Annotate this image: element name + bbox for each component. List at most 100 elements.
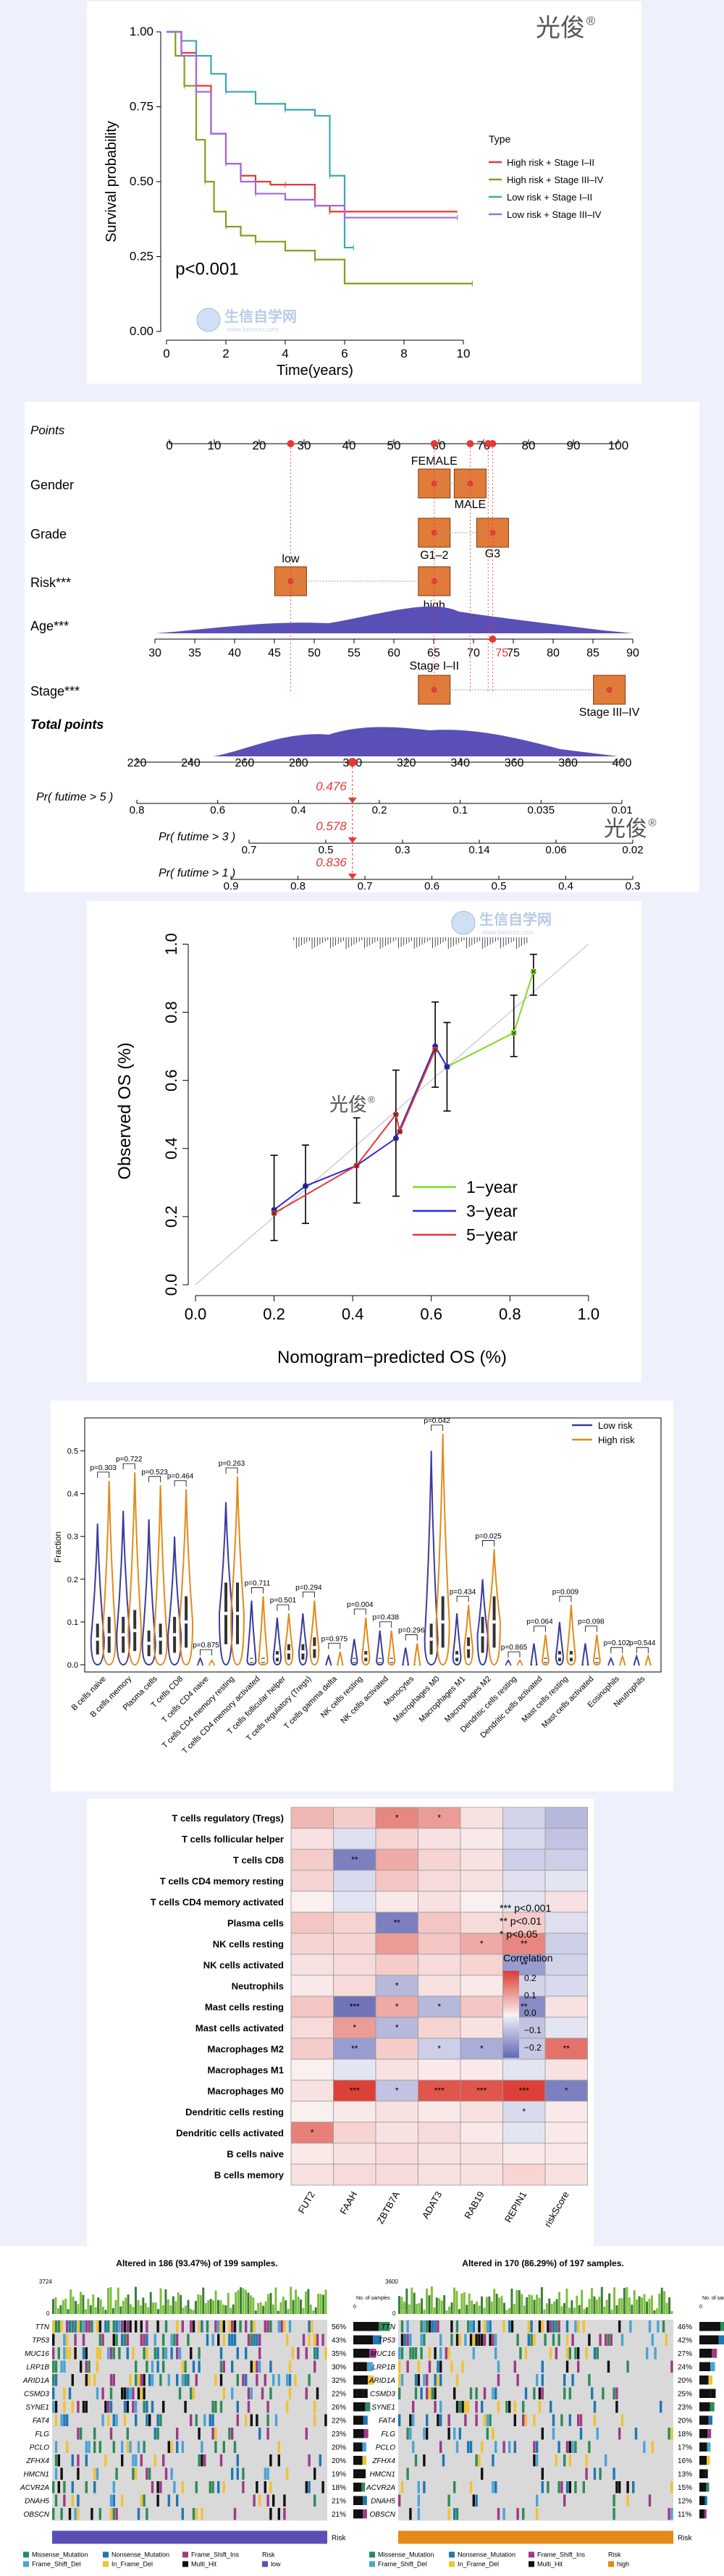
nomo-level-label: MALE <box>455 499 487 511</box>
onco-mutation-cell <box>112 2441 115 2453</box>
heatmap-cell <box>418 1870 461 1892</box>
violin-median <box>300 1650 305 1654</box>
violin-category-label: Macrophages M1 <box>418 1675 468 1725</box>
onco-mutation-cell <box>266 2401 269 2413</box>
onco-mutation-cell <box>203 2414 206 2426</box>
onco-mutation-cell <box>109 2374 113 2386</box>
onco-mutation-cell <box>613 2387 615 2399</box>
onco-mutation-cell <box>574 2481 577 2493</box>
heatmap-cell <box>544 1891 588 1913</box>
heatmap-colorbar-segment <box>503 2032 519 2035</box>
onco-tmb-bar <box>102 2307 105 2314</box>
heatmap-cell-star: * <box>395 2002 399 2012</box>
nomo-age-tick-label: 40 <box>228 647 241 659</box>
onco-gene-label: FLG <box>35 2431 50 2438</box>
onco-mutation-cell <box>107 2347 110 2360</box>
onco-mutation-cell <box>494 2441 497 2453</box>
violin-pvalue-bracket <box>482 1540 494 1547</box>
violin-pvalue: p=0.501 <box>270 1597 297 1605</box>
onco-mutation-cell <box>170 2347 173 2360</box>
onco-mutation-cell <box>143 2387 146 2399</box>
onco-mutation-cell <box>187 2374 190 2386</box>
heatmap-colorbar-segment <box>503 2017 519 2019</box>
onco-mutation-cell <box>618 2428 621 2440</box>
onco-mutation-cell <box>162 2347 165 2360</box>
onco-mutation-cell <box>574 2320 577 2333</box>
onco-mutation-cell <box>618 2320 621 2333</box>
onco-mutation-cell <box>434 2347 437 2360</box>
cal-point-marker: × <box>303 1181 308 1192</box>
onco-tmb-bar <box>543 2309 546 2314</box>
site-logo-url: www.biosxzx.com <box>481 929 534 936</box>
heatmap-cell <box>460 2121 503 2144</box>
onco-mutation-cell <box>209 2414 211 2426</box>
onco-mutation-cell <box>54 2401 58 2413</box>
onco-mutation-cell <box>400 2347 404 2360</box>
onco-mutation-cell <box>236 2454 239 2467</box>
onco-mutation-cell <box>272 2374 275 2386</box>
cal-point <box>432 1047 439 1053</box>
onco-mutation-cell <box>217 2334 220 2346</box>
onco-tmb-bar <box>264 2301 267 2314</box>
nomo-prob-tick-label: 0.3 <box>395 844 411 856</box>
cal-point-marker: × <box>444 1061 450 1073</box>
onco-mutation-cell <box>66 2347 69 2360</box>
onco-mutation-cell <box>109 2347 113 2360</box>
onco-mutation-cell <box>211 2401 214 2413</box>
heatmap-cell <box>502 1933 546 1955</box>
onco-gene-label: FAT4 <box>379 2417 395 2425</box>
heatmap-cell <box>460 1975 503 1997</box>
onco-freq-bar <box>353 2456 363 2465</box>
onco-mutation-cell <box>472 2320 475 2333</box>
violin-pvalue-bracket <box>610 1647 623 1654</box>
onco-mutation-cell <box>190 2320 193 2333</box>
onco-tmb-bar <box>568 2307 571 2314</box>
onco-gene-label: TP53 <box>378 2337 395 2345</box>
nomo-prob-tick-label: 0.01 <box>611 804 632 816</box>
onco-mutation-cell <box>489 2414 492 2426</box>
heatmap-cell <box>502 1891 546 1913</box>
onco-mutation-cell <box>536 2441 539 2453</box>
heatmap-cell <box>333 2017 376 2039</box>
onco-mutation-cell <box>437 2320 439 2333</box>
onco-tmb-bar <box>75 2301 77 2314</box>
violin-median <box>261 1658 265 1663</box>
onco-mutation-cell <box>66 2441 69 2453</box>
onco-mutation-cell <box>536 2454 539 2467</box>
onco-mutation-cell <box>118 2347 121 2360</box>
onco-axis-min: 0 <box>699 2305 702 2310</box>
heatmap-colorbar-tick: −0.2 <box>524 2043 542 2053</box>
heatmap-colorbar-segment <box>503 2043 519 2045</box>
heatmap-colorbar-segment <box>503 2006 519 2009</box>
violin-shape <box>218 1502 234 1666</box>
onco-tmb-bar <box>272 2304 274 2314</box>
heatmap-cell <box>290 1912 334 1934</box>
onco-mutation-cell <box>414 2454 418 2467</box>
onco-mutation-cell <box>277 2374 280 2386</box>
onco-tmb-bar <box>418 2302 421 2314</box>
onco-mutation-cell <box>140 2387 143 2399</box>
heatmap-cell <box>418 2017 461 2039</box>
onco-tmb-bar <box>565 2288 568 2314</box>
onco-mutation-cell <box>98 2334 101 2346</box>
onco-mutation-cell <box>414 2387 418 2399</box>
onco-mutation-cell <box>178 2347 182 2360</box>
onco-mutation-cell <box>563 2494 566 2507</box>
onco-mutation-cell <box>219 2454 223 2467</box>
onco-mutation-cell <box>615 2387 618 2399</box>
nomo-points-tick-label: 100 <box>608 439 628 452</box>
onco-mutation-cell <box>607 2360 610 2373</box>
onco-mutation-cell <box>475 2387 478 2399</box>
onco-mutation-cell <box>146 2467 148 2480</box>
onco-mutation-cell <box>101 2387 104 2399</box>
onco-mutation-cell <box>288 2374 292 2386</box>
nomo-points-tick-label: 20 <box>253 439 266 452</box>
heatmap-colorbar-tick: −0.1 <box>524 2025 542 2035</box>
onco-mutation-cell <box>497 2508 500 2520</box>
onco-tmb-bar <box>104 2310 107 2314</box>
onco-mutation-cell <box>305 2481 308 2493</box>
onco-tmb-bar <box>197 2294 200 2314</box>
nomo-age-tick-label: 55 <box>348 647 361 659</box>
onco-mutation-cell <box>129 2320 132 2333</box>
onco-mutation-cell <box>269 2481 272 2493</box>
